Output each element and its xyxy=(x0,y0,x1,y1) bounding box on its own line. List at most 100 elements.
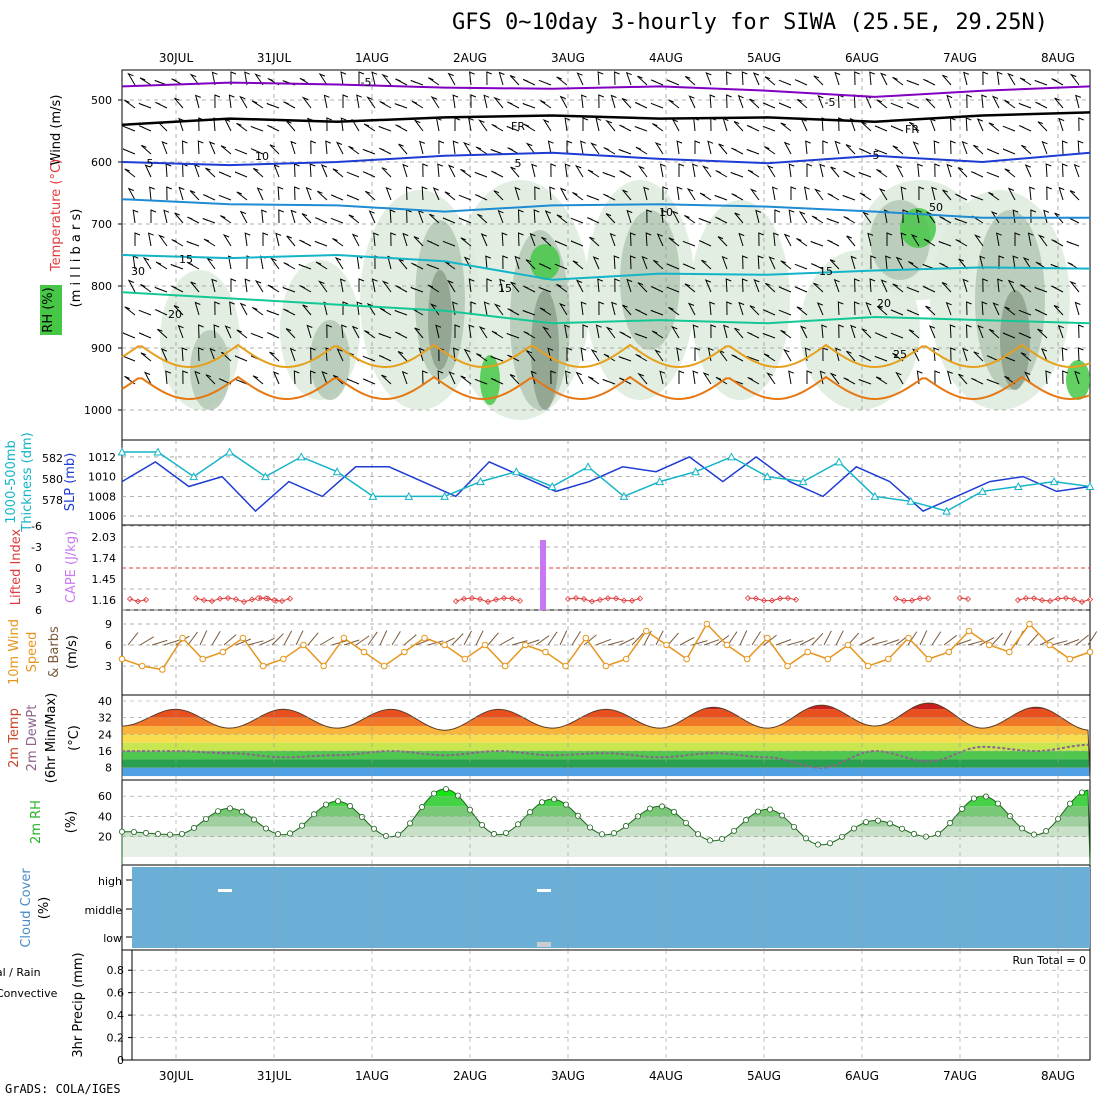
wind-barb xyxy=(805,140,811,155)
date-label-top: 31JUL xyxy=(257,51,292,65)
wind-barb xyxy=(539,307,552,316)
rh-blob xyxy=(1000,290,1030,390)
wind-barb xyxy=(574,164,584,178)
wind-barb xyxy=(834,71,841,86)
wind-barb xyxy=(395,285,408,293)
wind-barb xyxy=(218,171,232,178)
wind-barb xyxy=(668,306,680,316)
wind-barb xyxy=(900,232,907,247)
wind-barb xyxy=(715,216,728,224)
wind10-series-point xyxy=(118,655,126,663)
wind-barb xyxy=(165,163,172,178)
wind10-barb xyxy=(1063,639,1080,646)
wind-barb xyxy=(582,117,589,131)
wind10-series-point xyxy=(401,648,408,656)
wind10-series-point xyxy=(663,641,670,649)
date-label-bottom: 3AUG xyxy=(551,1069,585,1083)
wind-barb xyxy=(906,79,920,86)
wind-barb xyxy=(122,125,136,132)
rh-point xyxy=(190,824,197,831)
wind-barb xyxy=(1058,186,1065,201)
wind-barb xyxy=(186,241,200,247)
wind10-barb xyxy=(655,630,664,646)
wind-barb xyxy=(147,232,154,247)
wind-barb xyxy=(1007,72,1016,86)
mb-tick-label: 1000 xyxy=(84,404,112,417)
wind-barb xyxy=(157,328,168,339)
wind10-barb xyxy=(595,638,612,646)
wind-barb xyxy=(800,325,808,339)
wind-barb xyxy=(229,301,235,316)
wind10-barb xyxy=(1003,630,1012,646)
wind-barb xyxy=(949,324,956,339)
wind-barb xyxy=(244,232,251,247)
wind-barb xyxy=(283,308,296,316)
li-line xyxy=(567,597,641,603)
wind-barb xyxy=(945,301,952,316)
wind10-barb xyxy=(451,633,464,646)
wind-barb xyxy=(267,284,280,293)
rh-point xyxy=(1019,825,1026,832)
wind-barb xyxy=(906,286,920,293)
wind-barb xyxy=(476,353,488,362)
wind10-barb xyxy=(775,639,792,646)
wind-barb xyxy=(1024,164,1032,178)
wind-barb xyxy=(635,308,648,316)
temp-band xyxy=(122,709,1090,718)
wind-barb xyxy=(885,255,891,270)
wind-barb xyxy=(236,122,248,132)
wind-barb xyxy=(1034,80,1048,86)
wind-barb xyxy=(933,140,940,155)
wind-barb xyxy=(715,376,728,385)
wind-barb xyxy=(942,74,952,86)
wind-barb xyxy=(124,168,136,178)
wind-barb xyxy=(469,71,475,86)
date-label-top: 8AUG xyxy=(1041,51,1075,65)
wind-barb xyxy=(1002,332,1016,339)
wind-barb xyxy=(490,378,504,385)
wind-barb xyxy=(890,309,904,316)
wind-barb xyxy=(142,256,152,270)
wind-barb xyxy=(835,347,841,362)
rh-point xyxy=(695,831,702,838)
wind-barb xyxy=(570,240,584,247)
wind-barb xyxy=(230,71,237,85)
wind-barb xyxy=(955,193,968,201)
wind-barb xyxy=(934,370,941,385)
wind-barb xyxy=(1061,140,1068,155)
precip-tick-label: 0 xyxy=(117,1054,124,1067)
wind-barb xyxy=(498,71,505,86)
wind-barb xyxy=(917,163,923,178)
wind-barb xyxy=(570,217,584,224)
wind-barb xyxy=(988,328,1000,339)
wind-barb xyxy=(850,324,857,339)
temp-band xyxy=(122,759,1090,768)
wind-barb xyxy=(493,190,504,201)
wind10-barb xyxy=(463,630,472,646)
wind-barb xyxy=(962,347,969,362)
wind10-series-point xyxy=(441,641,448,649)
wind-barb xyxy=(618,356,632,362)
rh-point xyxy=(743,817,750,824)
wind10-series-line xyxy=(121,622,1091,671)
thickness-series-point xyxy=(619,491,629,500)
wind-barb xyxy=(1034,287,1048,293)
wind-barb xyxy=(419,140,425,155)
ylabel-mb: (m i l l i b a r s) xyxy=(69,209,84,308)
wind10-barb xyxy=(247,640,264,646)
wind-barb xyxy=(895,371,904,385)
wind-barb xyxy=(595,117,602,132)
wind-barb xyxy=(762,309,776,316)
run-total-label: Run Total = 0 xyxy=(1013,954,1087,967)
rh-point xyxy=(430,790,437,797)
wind-barb xyxy=(534,186,540,201)
cloud-level-label: middle xyxy=(84,904,122,917)
wind10-barb xyxy=(679,636,695,646)
rh-band xyxy=(122,816,1090,827)
wind-barb xyxy=(1061,163,1068,178)
wind-barb xyxy=(598,94,604,109)
wind-barb xyxy=(554,263,568,270)
wind-barb xyxy=(650,286,664,293)
wind-barb xyxy=(858,172,872,178)
wind-barb xyxy=(305,186,312,201)
